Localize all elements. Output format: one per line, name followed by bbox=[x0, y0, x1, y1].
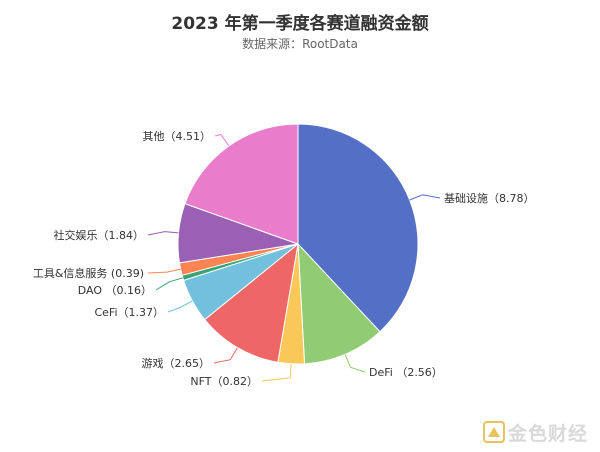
gold-square-logo-icon bbox=[483, 421, 505, 443]
leader-line-3 bbox=[213, 347, 238, 364]
leader-line-2 bbox=[261, 363, 292, 382]
slice-label-7: 社交娱乐（1.84） bbox=[54, 228, 145, 242]
watermark-text: 金色财经 bbox=[508, 423, 589, 445]
slice-label-5: DAO （0.16） bbox=[78, 284, 152, 297]
slice-label-6: 工具&信息服务 (0.39) bbox=[33, 266, 144, 280]
slice-label-0: 基础设施（8.78） bbox=[444, 192, 535, 205]
slice-label-3: 游戏（2.65） bbox=[142, 357, 211, 370]
leader-line-6 bbox=[147, 268, 181, 274]
leader-line-1 bbox=[344, 354, 366, 373]
chart-title: 2023 年第一季度各赛道融资金额 bbox=[171, 14, 429, 34]
slice-label-4: CeFi（1.37） bbox=[94, 306, 164, 319]
watermark: 金色财经 bbox=[482, 416, 594, 446]
leader-line-8 bbox=[214, 133, 230, 147]
leader-line-4 bbox=[167, 300, 193, 313]
pie-slice-1[interactable] bbox=[297, 242, 381, 365]
slice-label-8: 其他（4.51） bbox=[143, 130, 212, 143]
slice-labels: 基础设施（8.78） DeFi （2.56） NFT（0.82） 游戏（2.65） Ce… bbox=[33, 130, 535, 388]
slice-label-1: DeFi （2.56） bbox=[369, 366, 443, 379]
label-leader-lines bbox=[147, 133, 441, 382]
pie-slice-8[interactable] bbox=[184, 123, 299, 245]
leader-line-5 bbox=[155, 277, 184, 291]
slice-label-2: NFT（0.82） bbox=[190, 375, 258, 388]
pie-slices bbox=[177, 123, 419, 365]
leader-line-0 bbox=[409, 194, 441, 201]
chart-subtitle: 数据来源：RootData bbox=[242, 37, 358, 51]
leader-line-7 bbox=[147, 231, 179, 236]
pie-slice-3[interactable] bbox=[204, 242, 299, 363]
